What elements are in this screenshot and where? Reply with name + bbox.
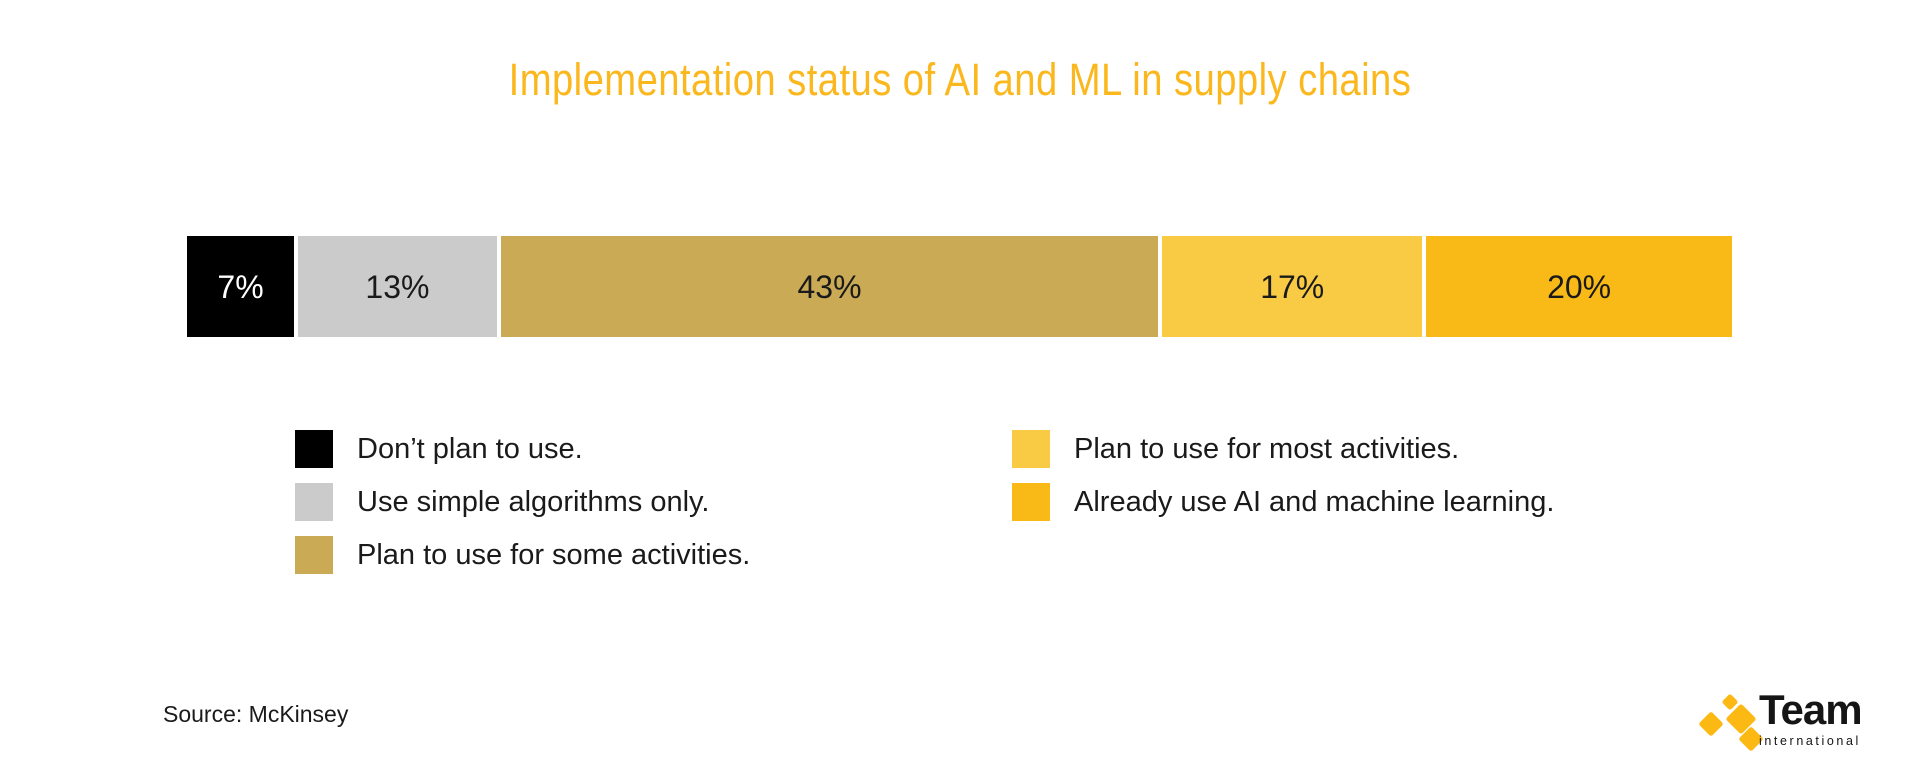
- bar-segment-value: 20%: [1547, 268, 1612, 305]
- legend-item: Already use AI and machine learning.: [1012, 483, 1554, 521]
- bar-segment-2: 13%: [298, 236, 497, 337]
- legend-item: Plan to use for most activities.: [1012, 430, 1554, 468]
- legend-swatch-icon: [295, 536, 333, 574]
- legend-swatch-icon: [1012, 430, 1050, 468]
- legend-swatch-icon: [295, 483, 333, 521]
- legend-item: Use simple algorithms only.: [295, 483, 750, 521]
- chart-title-text: Implementation status of AI and ML in su…: [508, 54, 1412, 105]
- logo-subtitle: international: [1759, 734, 1861, 749]
- legend-item-label: Use simple algorithms only.: [357, 485, 710, 518]
- legend-item: Don’t plan to use.: [295, 430, 750, 468]
- bar-segment-value: 17%: [1260, 268, 1325, 305]
- bar-segment-value: 7%: [217, 268, 264, 305]
- bar-segment-5: 20%: [1426, 236, 1732, 337]
- legend-item: Plan to use for some activities.: [295, 536, 750, 574]
- bar-segment-1: 7%: [187, 236, 295, 337]
- bar-segment-3: 43%: [500, 236, 1159, 337]
- logo-diamond-icon: [1698, 711, 1724, 737]
- chart-title: Implementation status of AI and ML in su…: [0, 54, 1920, 106]
- legend-swatch-icon: [295, 430, 333, 468]
- logo-mark-icon: [1696, 688, 1766, 756]
- legend-column-right: Plan to use for most activities. Already …: [1012, 430, 1554, 536]
- bar-segment-4: 17%: [1162, 236, 1423, 337]
- legend-item-label: Don’t plan to use.: [357, 432, 583, 465]
- bar-segment-value: 43%: [797, 268, 862, 305]
- legend-item-label: Plan to use for some activities.: [357, 538, 751, 571]
- logo-text: Team international: [1759, 686, 1863, 749]
- stacked-bar: 7% 13% 43% 17% 20%: [187, 236, 1732, 337]
- team-international-logo: Team international: [1696, 686, 1914, 758]
- legend-item-label: Plan to use for most activities.: [1074, 432, 1460, 465]
- source-note: Source: McKinsey: [163, 701, 349, 727]
- legend-column-left: Don’t plan to use. Use simple algorithms …: [295, 430, 750, 589]
- bar-segment-value: 13%: [365, 268, 430, 305]
- legend-item-label: Already use AI and machine learning.: [1074, 485, 1555, 518]
- legend-swatch-icon: [1012, 483, 1050, 521]
- logo-wordmark: Team: [1759, 686, 1863, 733]
